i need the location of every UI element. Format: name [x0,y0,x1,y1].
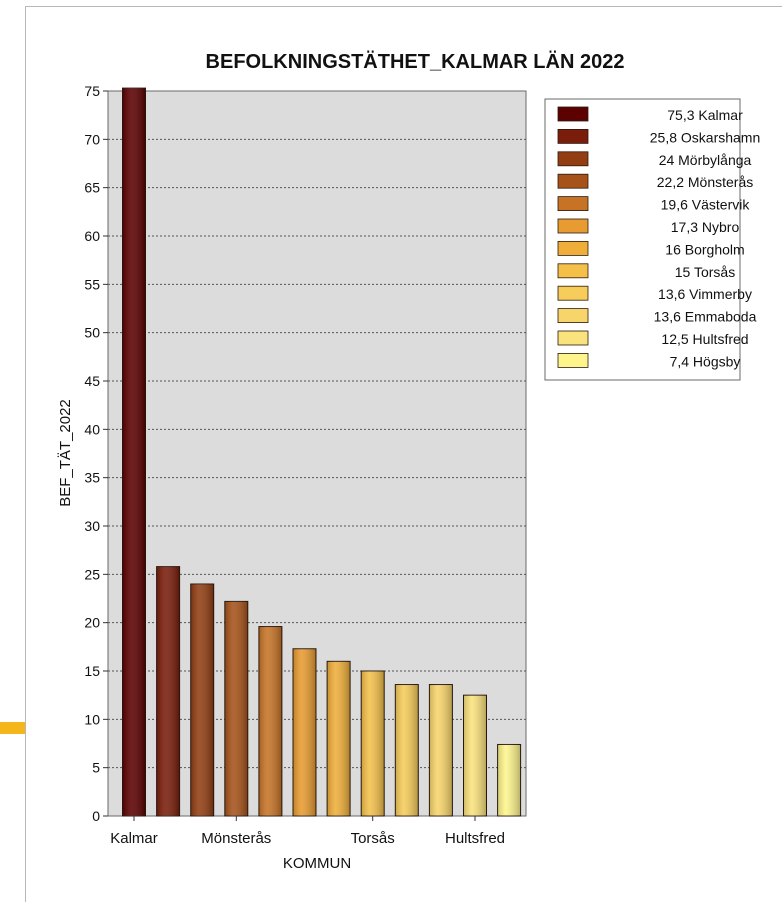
x-tick-label: Torsås [351,830,395,847]
y-tick-label: 20 [84,615,100,631]
x-axis-label: KOMMUN [283,855,351,872]
y-axis-label: BEF_TÄT_2022 [57,399,74,507]
legend-swatch [557,308,589,324]
legend-label: 24 Mörbylånga [659,152,752,168]
legend-label: 19,6 Västervik [661,197,751,213]
legend-swatch [557,196,589,212]
y-tick-label: 25 [84,566,100,582]
y-tick-label: 60 [84,228,100,244]
legend-swatch [557,218,589,234]
bar-shade [190,584,214,816]
bars [122,87,522,817]
y-tick-label: 10 [84,711,100,727]
legend-swatch [557,128,589,144]
y-axis: 0 5 10 15 20 25 30 35 40 45 50 55 60 65 70 75 [84,83,108,824]
bar-shade [293,648,316,816]
y-tick-label: 0 [92,808,100,824]
bar-shade [122,88,146,817]
legend-label: 75,3 Kalmar [667,107,743,123]
y-tick-label: 65 [84,180,100,196]
y-tick-label: 40 [84,421,100,437]
bar-shade [463,695,487,816]
bar-shade [429,684,453,816]
y-tick-label: 70 [84,131,100,147]
legend-label: 13,6 Vimmerby [658,286,752,302]
legend-swatch [557,240,589,256]
bar-shade [497,744,521,816]
legend-swatch [557,285,589,301]
legend-swatch [557,173,589,189]
y-tick-label: 55 [84,276,100,292]
legend-label: 17,3 Nybro [671,219,740,235]
legend-swatch [557,106,589,122]
legend-label: 22,2 Mönsterås [657,174,754,190]
legend-label: 25,8 Oskarshamn [650,129,761,145]
legend-label: 12,5 Hultsfred [661,331,748,347]
y-tick-label: 30 [84,518,100,534]
chart-title: BEFOLKNINGSTÄTHET_KALMAR LÄN 2022 [206,50,625,73]
bar-shade [258,626,282,816]
accent-bar [0,722,25,734]
legend-swatch [557,151,589,167]
x-axis: Kalmar Mönsterås Torsås Hultsfred [110,816,505,847]
x-tick-label: Mönsterås [201,830,271,847]
y-tick-label: 45 [84,373,100,389]
bar-shade [395,684,419,816]
bar-shade [156,566,180,816]
y-tick-label: 15 [84,663,100,679]
bar-shade [224,601,248,816]
y-tick-label: 75 [84,83,100,99]
legend-swatch [557,263,589,279]
legend-label: 13,6 Emmaboda [654,309,757,325]
legend-label: 15 Torsås [675,264,735,280]
legend-label: 16 Borgholm [665,241,744,257]
y-tick-label: 35 [84,470,100,486]
legend-label: 7,4 Högsby [670,353,741,369]
legend-swatch [557,352,589,368]
legend-swatch [557,330,589,346]
bar-shade [361,671,385,816]
legend: 75,3 Kalmar 25,8 Oskarshamn 24 Mörbylånga 2… [544,98,761,381]
bar-shade [327,661,351,816]
y-tick-label: 50 [84,325,100,341]
y-tick-label: 5 [92,760,100,776]
x-tick-label: Hultsfred [445,830,505,847]
x-tick-label: Kalmar [110,830,158,847]
